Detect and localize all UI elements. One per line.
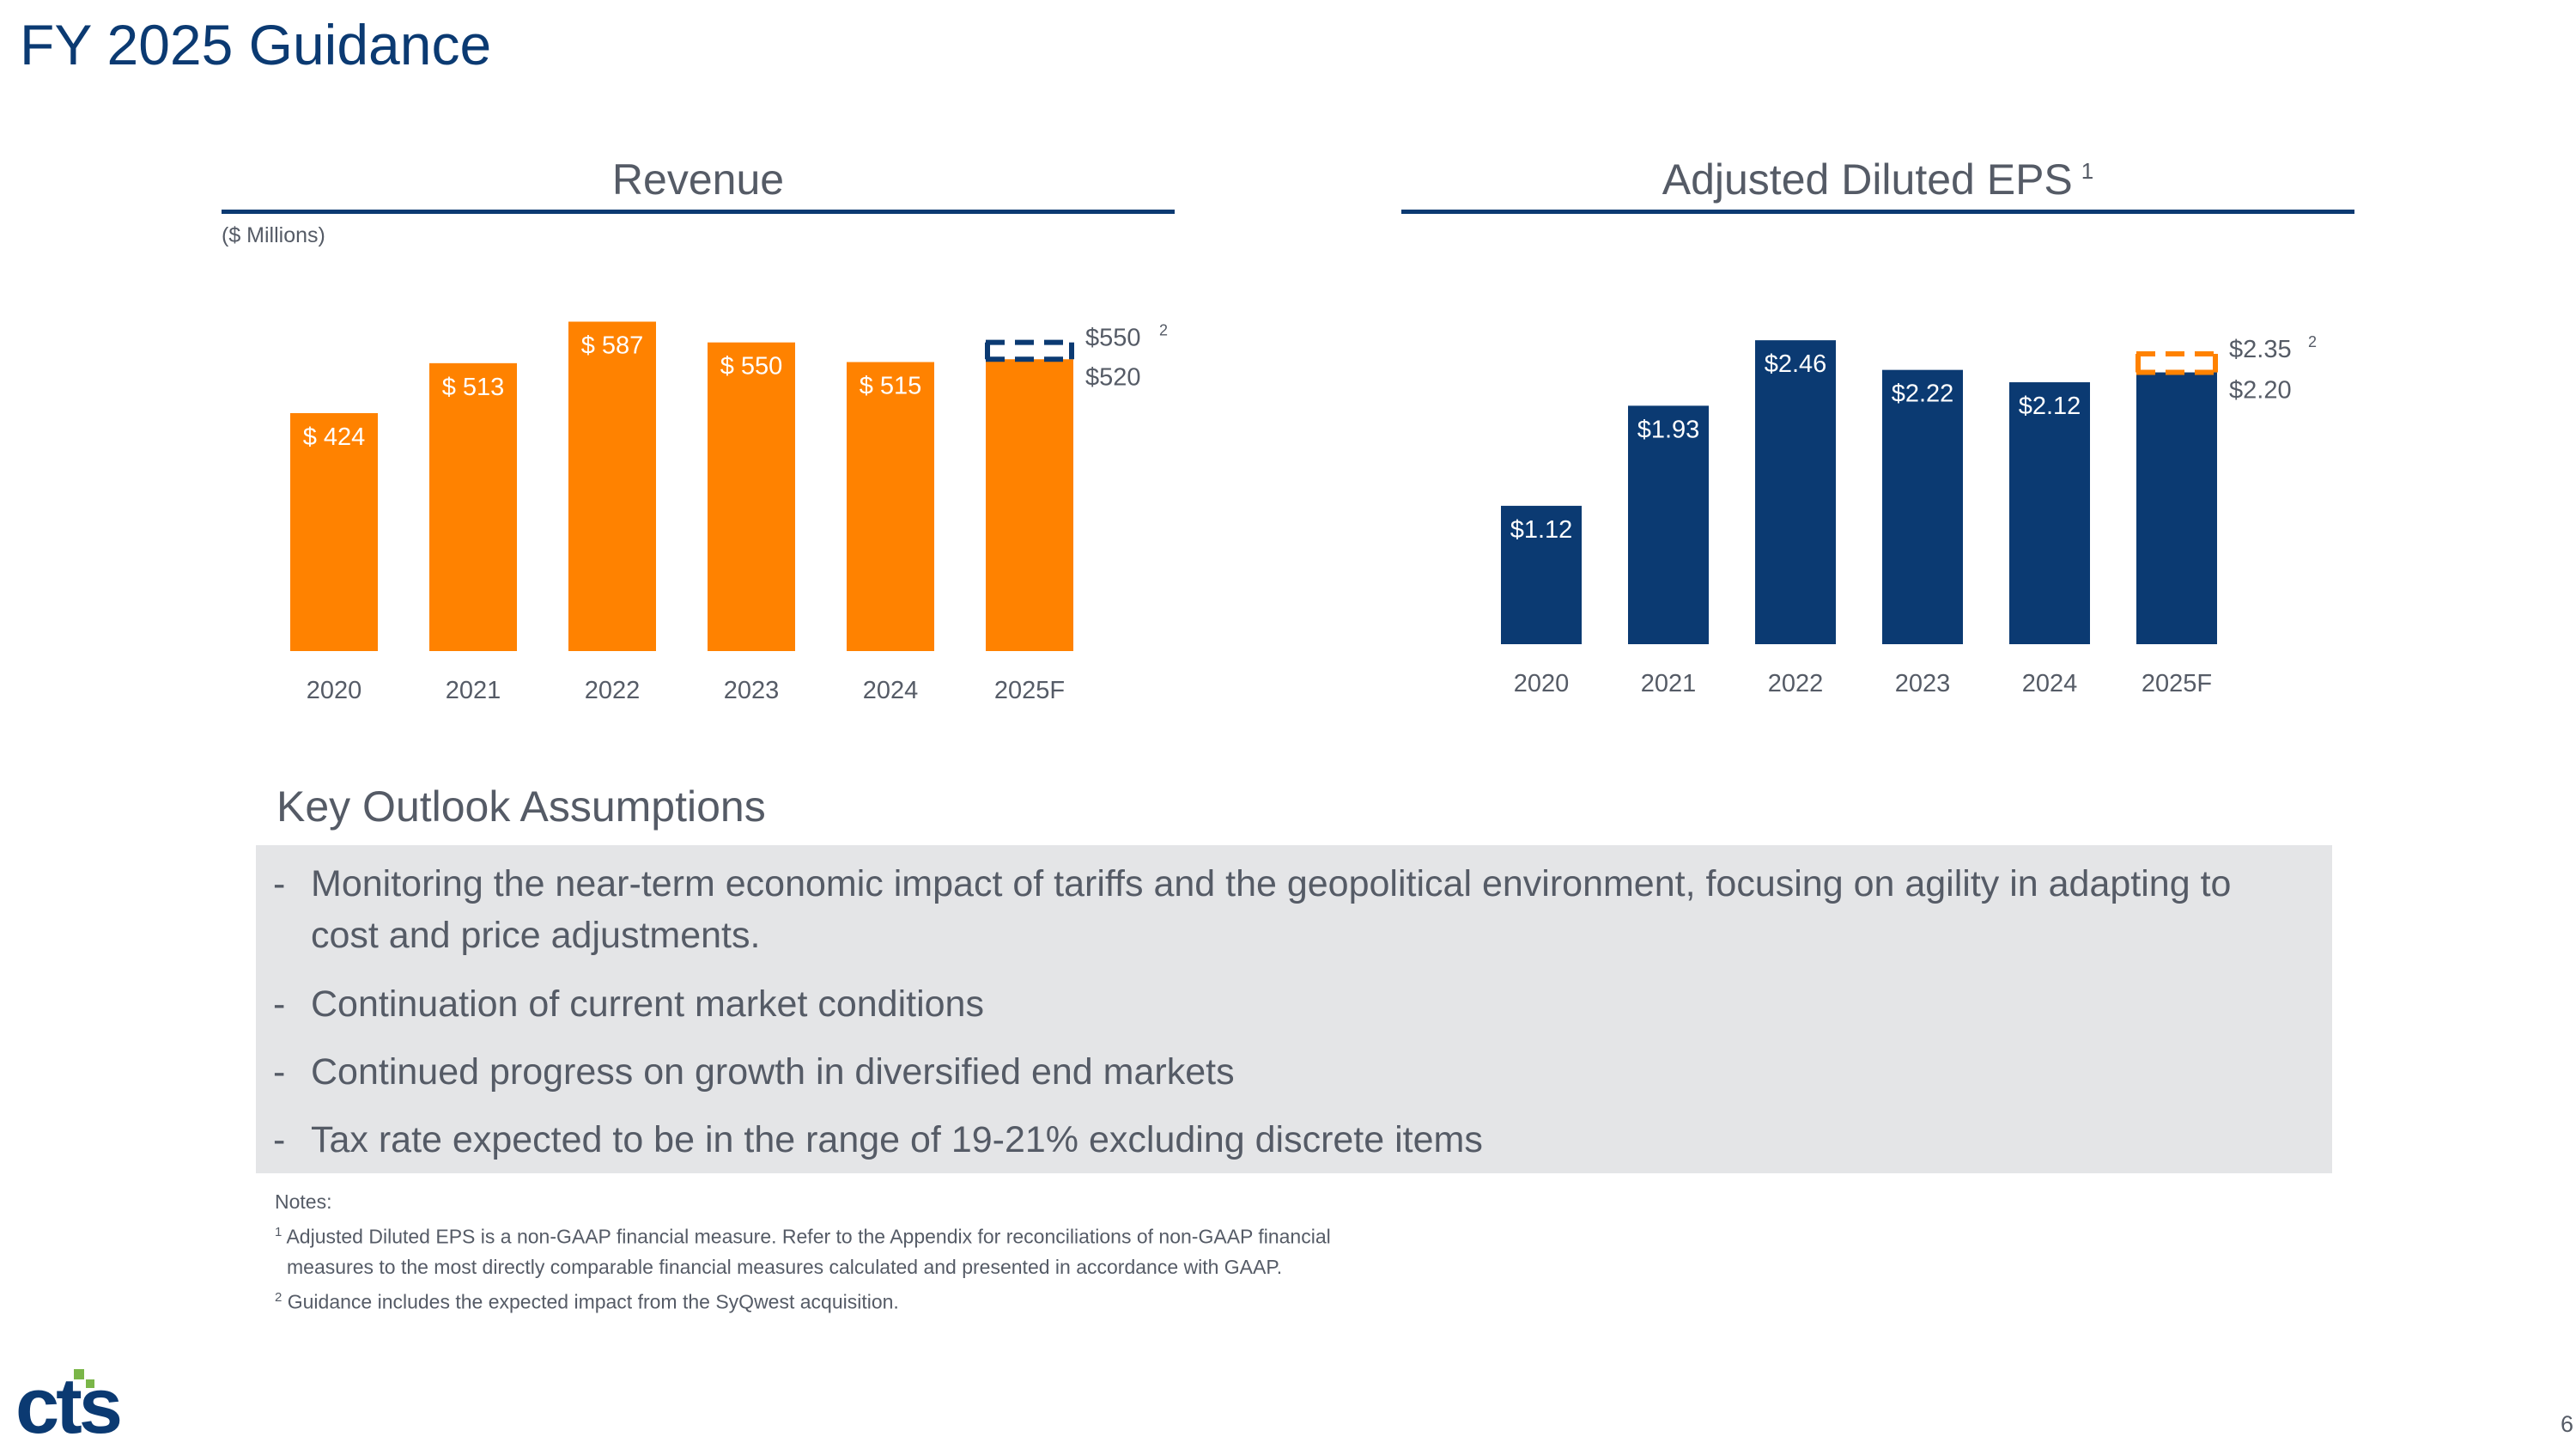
bar bbox=[1628, 405, 1709, 644]
x-tick-label: 2021 bbox=[446, 677, 501, 704]
bullet-dash: - bbox=[273, 863, 286, 904]
bar bbox=[429, 362, 517, 651]
revenue-chart-title: Revenue bbox=[611, 155, 785, 204]
x-tick-label: 2020 bbox=[307, 677, 362, 704]
data-label: $ 513 bbox=[442, 374, 505, 401]
guidance-low-label: $2.20 bbox=[2229, 377, 2292, 405]
guidance-note-ref: 2 bbox=[1159, 322, 1168, 339]
bar bbox=[1501, 505, 1582, 644]
guidance-note-ref: 2 bbox=[2308, 333, 2317, 350]
data-label: $ 424 bbox=[303, 423, 366, 451]
data-label: $2.46 bbox=[1765, 350, 1827, 378]
bullet-dash: - bbox=[273, 983, 286, 1025]
revenue-unit-label: ($ Millions) bbox=[222, 223, 325, 247]
eps-chart: $1.12 2020 $1.93 2021 $2.46 2022 $2.22 2023 $2.1… bbox=[1501, 333, 2317, 697]
logo-green-square bbox=[74, 1369, 84, 1379]
bar bbox=[1882, 369, 1963, 644]
footnote-1-continued: measures to the most directly comparable… bbox=[287, 1255, 1283, 1278]
bullet-dash: - bbox=[273, 1119, 286, 1160]
svg-text:cts: cts bbox=[15, 1366, 120, 1443]
x-tick-label: 2022 bbox=[1768, 670, 1824, 697]
bar bbox=[290, 412, 378, 651]
eps-chart-title: Adjusted Diluted EPS 1 bbox=[1662, 155, 2094, 204]
eps-title-rule bbox=[1401, 210, 2354, 214]
x-tick-label: 2023 bbox=[1895, 670, 1951, 697]
data-label: $ 550 bbox=[720, 353, 783, 381]
x-tick-label: 2024 bbox=[2022, 670, 2078, 697]
data-label: $ 587 bbox=[581, 332, 644, 359]
bullet-dash: - bbox=[273, 1051, 286, 1093]
x-tick-label: 2022 bbox=[585, 677, 641, 704]
data-label: $ 515 bbox=[860, 373, 922, 400]
data-label: $2.22 bbox=[1892, 381, 1954, 408]
data-label: $1.12 bbox=[1510, 516, 1573, 544]
bar bbox=[1755, 340, 1836, 644]
key-outlook-panel: - Monitoring the near-term economic impa… bbox=[256, 845, 2332, 1173]
x-tick-label: 2021 bbox=[1641, 670, 1697, 697]
footnote-2: 2 Guidance includes the expected impact … bbox=[275, 1289, 899, 1313]
x-tick-label: 2023 bbox=[724, 677, 780, 704]
notes-heading: Notes: bbox=[275, 1190, 332, 1213]
footnote-1: 1 Adjusted Diluted EPS is a non-GAAP fin… bbox=[275, 1225, 1331, 1248]
bar bbox=[2009, 382, 2090, 644]
outlook-item-text: Tax rate expected to be in the range of … bbox=[311, 1119, 1483, 1160]
data-label: $2.12 bbox=[2019, 393, 2081, 420]
cts-logo: cts bbox=[15, 1366, 124, 1443]
x-tick-label: 2020 bbox=[1514, 670, 1570, 697]
revenue-title-rule bbox=[222, 210, 1175, 214]
logo-green-square bbox=[86, 1379, 94, 1388]
page-number: 6 bbox=[2561, 1411, 2574, 1437]
guidance-low-label: $520 bbox=[1085, 363, 1141, 391]
x-tick-label: 2024 bbox=[863, 677, 919, 704]
outlook-item-text: Monitoring the near-term economic impact… bbox=[311, 863, 2232, 956]
page-title: FY 2025 Guidance bbox=[20, 13, 492, 76]
bar bbox=[708, 342, 795, 651]
outlook-item-text: Continued progress on growth in diversif… bbox=[311, 1051, 1235, 1093]
bar bbox=[568, 321, 656, 651]
guidance-high-label: $550 bbox=[1085, 325, 1141, 352]
revenue-chart: $ 424 2020 $ 513 2021 $ 587 2022 $ 550 2023 $ 51… bbox=[290, 321, 1168, 704]
footnotes: Notes: 1 Adjusted Diluted EPS is a non-G… bbox=[275, 1187, 1331, 1317]
bar bbox=[986, 359, 1073, 651]
x-tick-label: 2025F bbox=[994, 677, 1065, 704]
bar bbox=[2136, 372, 2217, 644]
x-tick-label: 2025F bbox=[2142, 670, 2212, 697]
data-label: $1.93 bbox=[1637, 416, 1700, 443]
guidance-high-label: $2.35 bbox=[2229, 336, 2292, 363]
outlook-item-text: Continuation of current market condition… bbox=[311, 983, 984, 1025]
bar bbox=[847, 362, 934, 651]
key-outlook-title: Key Outlook Assumptions bbox=[276, 782, 766, 831]
